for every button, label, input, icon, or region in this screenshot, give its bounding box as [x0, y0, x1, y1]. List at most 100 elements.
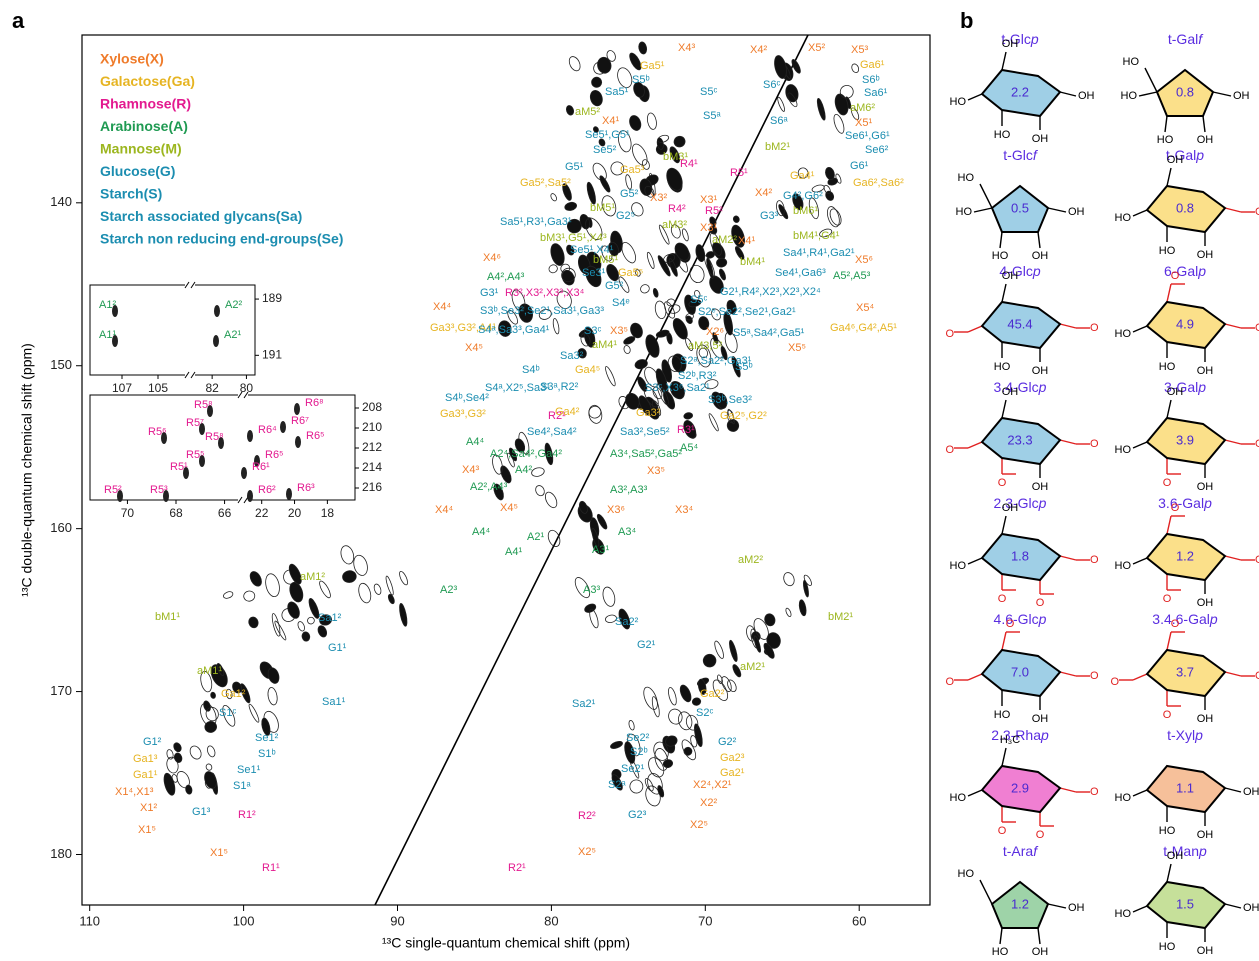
peak — [117, 490, 123, 502]
peak-label: R6⁴ — [258, 424, 277, 436]
peak — [691, 697, 702, 706]
peak — [694, 723, 703, 748]
substituent: H₃C — [1000, 734, 1020, 746]
x-tick-label: 60 — [852, 913, 866, 928]
plot-frame — [81, 34, 931, 906]
substituent: HO — [994, 361, 1011, 373]
peak-label: Ga4² — [555, 406, 580, 418]
substituent: O — [1110, 676, 1119, 688]
peak-label: G2⁵ — [616, 210, 635, 222]
sugar-ring — [1145, 416, 1227, 466]
legend-entry: Starch associated glycans(Sa) — [100, 208, 302, 224]
peak — [638, 395, 653, 416]
peak — [662, 759, 674, 769]
peak — [685, 337, 693, 351]
structure-name: 3.6-Galp — [1158, 495, 1212, 511]
peak — [373, 583, 382, 595]
peak-label: X2⁵ — [578, 846, 596, 858]
substituent: OH — [1032, 481, 1049, 493]
peak-label: G5² — [605, 280, 624, 292]
abundance: 1.8 — [1011, 548, 1029, 563]
substituent: HO — [994, 709, 1011, 721]
peak-label: R5⁶ — [148, 426, 167, 438]
peak-label: S4ᵉ — [612, 297, 630, 309]
peak — [598, 138, 606, 147]
bond — [1132, 673, 1148, 681]
bond — [1059, 91, 1077, 97]
peak — [683, 412, 694, 420]
bond — [979, 879, 993, 905]
peak-label: Se4¹,Ga6³ — [775, 267, 826, 279]
axis-break — [184, 281, 190, 289]
structure-name: 6-Galp — [1164, 263, 1206, 279]
peak-label: G3³ — [760, 210, 779, 222]
peak — [265, 573, 280, 598]
x-tick-label: 110 — [79, 913, 100, 928]
peak — [657, 255, 671, 277]
substituent: OH — [1197, 481, 1214, 493]
peak — [655, 329, 670, 338]
peak — [294, 403, 300, 415]
peak — [708, 413, 719, 432]
substituent: HO — [1115, 328, 1132, 340]
peak — [679, 684, 692, 703]
peak — [630, 322, 643, 339]
y-tick-label: 160 — [50, 520, 72, 535]
peak — [644, 778, 654, 792]
peak — [727, 408, 735, 425]
structure-name: t-Araf — [1003, 843, 1039, 859]
peak-label: X5² — [808, 42, 825, 54]
peak-label: R6⁵ — [306, 430, 325, 442]
peak-label: Se4²,Sa4² — [527, 426, 577, 438]
substituent: HO — [958, 868, 975, 880]
substituent: O — [945, 676, 954, 688]
peak — [207, 405, 213, 417]
peak — [695, 244, 706, 263]
peak — [574, 577, 591, 599]
sugar-ring — [1145, 532, 1227, 582]
peak — [163, 490, 169, 502]
bond — [1001, 51, 1007, 71]
bond — [1224, 207, 1242, 213]
peak-label: Sa6¹ — [864, 87, 888, 99]
peak — [685, 313, 694, 321]
peak-label: Ga1³ — [133, 753, 158, 765]
peak — [247, 490, 253, 502]
substituent: O — [1036, 597, 1045, 609]
peak-label: bM4¹,G4¹ — [793, 230, 840, 242]
substituent: HO — [1159, 825, 1176, 837]
substituent: OH — [1167, 850, 1184, 862]
peak — [709, 216, 717, 227]
inset-frame — [89, 284, 256, 376]
peak — [514, 438, 526, 453]
peak-label: X4¹ — [738, 235, 755, 247]
peak-label: Ga3³,G3²,A4¹ — [430, 322, 496, 334]
peak — [319, 580, 331, 599]
peak — [617, 67, 633, 89]
x-tick-label: 80 — [544, 913, 558, 928]
substituent: OH — [1002, 502, 1019, 514]
peak — [399, 570, 408, 586]
peak-label: X2⁶ — [706, 326, 724, 338]
peak-label: X4⁵ — [500, 502, 518, 514]
peak — [544, 491, 558, 509]
bond — [1212, 91, 1232, 97]
peak — [654, 300, 667, 320]
peak — [173, 752, 183, 763]
peak-label: A2²,A4³ — [470, 481, 508, 493]
peak-label: Sa1¹ — [322, 696, 346, 708]
peak — [694, 289, 701, 299]
substituent: HO — [950, 560, 967, 572]
peak — [663, 253, 676, 263]
bond — [1166, 399, 1172, 419]
substituent: OH — [1032, 365, 1049, 377]
substituent: O — [1090, 438, 1099, 450]
peak-label: Sa2¹ — [572, 698, 596, 710]
peak — [610, 161, 625, 176]
peak — [241, 467, 247, 479]
peak-label: Ga4¹ — [790, 170, 815, 182]
peak — [342, 570, 357, 583]
peak — [792, 193, 804, 211]
peak — [319, 614, 332, 626]
peak — [823, 184, 831, 195]
